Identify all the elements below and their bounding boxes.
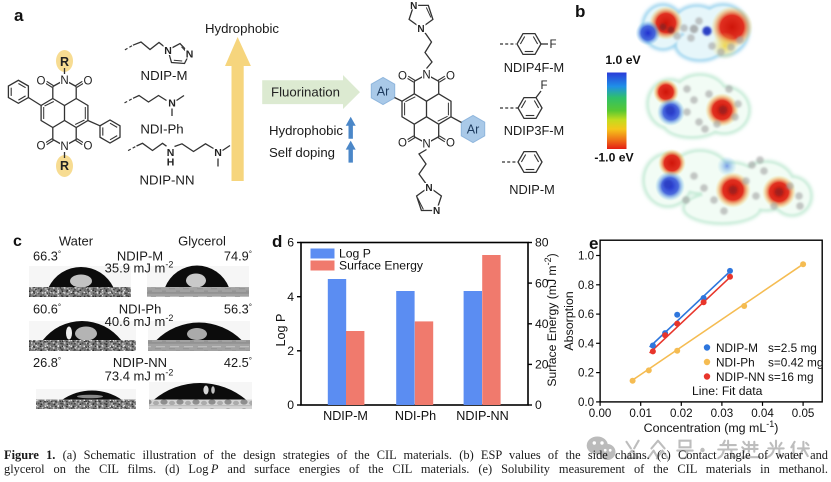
svg-text:N: N	[433, 206, 440, 217]
svg-text:NDIP-NN: NDIP-NN	[140, 173, 195, 188]
svg-text:N: N	[214, 147, 222, 159]
svg-text:NDIP-NN: NDIP-NN	[113, 355, 167, 370]
svg-text:NDIP-M: NDIP-M	[141, 68, 188, 83]
svg-text:Concentration (mg mL-1): Concentration (mg mL-1)	[644, 419, 779, 435]
svg-text:s=16 mg: s=16 mg	[768, 370, 814, 384]
svg-text:0: 0	[535, 398, 542, 412]
svg-text:80: 80	[535, 236, 549, 250]
svg-text:42.5°: 42.5°	[224, 355, 252, 370]
svg-text:c: c	[13, 233, 22, 250]
svg-text:NDIP3F-M: NDIP3F-M	[504, 123, 564, 138]
svg-text:73.4 mJ m-2: 73.4 mJ m-2	[105, 368, 174, 384]
svg-text:-1.0 eV: -1.0 eV	[594, 151, 634, 165]
svg-text:1.0 eV: 1.0 eV	[605, 53, 641, 67]
svg-text:N: N	[60, 75, 68, 87]
svg-text:NDI-Ph: NDI-Ph	[716, 355, 755, 369]
svg-text:R: R	[60, 55, 69, 69]
svg-text:N: N	[164, 45, 172, 57]
svg-text:O: O	[37, 76, 46, 88]
svg-text:26.8°: 26.8°	[33, 355, 61, 370]
svg-text:40.6 mJ m-2: 40.6 mJ m-2	[105, 313, 174, 329]
svg-text:Log P: Log P	[274, 314, 288, 347]
svg-text:F: F	[549, 39, 556, 51]
svg-text:0.2: 0.2	[578, 367, 594, 380]
svg-text:74.9°: 74.9°	[224, 249, 252, 264]
svg-text:Glycerol: Glycerol	[178, 234, 226, 249]
svg-text:0.01: 0.01	[629, 407, 652, 420]
svg-text:0.6: 0.6	[578, 308, 594, 321]
svg-text:O: O	[398, 71, 407, 83]
svg-text:Hydrophobic: Hydrophobic	[269, 123, 343, 138]
svg-text:NDIP-NN: NDIP-NN	[456, 409, 508, 423]
svg-text:0.03: 0.03	[711, 407, 734, 420]
svg-text:NDIP-M: NDIP-M	[509, 182, 555, 197]
svg-text:s=0.42 mg: s=0.42 mg	[768, 355, 823, 369]
svg-text:66.3°: 66.3°	[33, 249, 61, 264]
svg-text:N: N	[417, 24, 424, 35]
svg-text:NDIP-NN: NDIP-NN	[716, 370, 765, 384]
svg-text:Absorption: Absorption	[562, 291, 576, 350]
svg-text:N: N	[168, 98, 176, 110]
svg-text:N: N	[422, 139, 430, 151]
svg-text:Hydrophobic: Hydrophobic	[205, 21, 279, 36]
svg-text:O: O	[84, 141, 93, 153]
svg-text:N: N	[167, 147, 175, 159]
svg-text:O: O	[84, 76, 93, 88]
svg-text:0.00: 0.00	[589, 407, 612, 420]
svg-text:NDIP-M: NDIP-M	[323, 409, 368, 423]
svg-text:N: N	[422, 70, 430, 82]
svg-text:Fluorination: Fluorination	[271, 85, 340, 100]
svg-text:0.8: 0.8	[578, 279, 594, 292]
svg-text:0: 0	[287, 398, 294, 412]
svg-text:60.6°: 60.6°	[33, 302, 61, 317]
svg-text:0.04: 0.04	[751, 407, 774, 420]
svg-text:6: 6	[287, 236, 294, 250]
svg-text:60: 60	[535, 276, 549, 290]
svg-text:40: 40	[535, 317, 549, 331]
svg-text:O: O	[446, 138, 455, 150]
svg-text:NDIP-M: NDIP-M	[117, 249, 163, 264]
svg-text:Ar: Ar	[467, 123, 480, 137]
svg-text:0.4: 0.4	[578, 337, 595, 350]
svg-text:Surface Energy: Surface Energy	[339, 259, 424, 273]
svg-text:NDIP4F-M: NDIP4F-M	[504, 60, 564, 75]
svg-text:F: F	[540, 80, 547, 92]
svg-text:0.02: 0.02	[670, 407, 693, 420]
svg-text:R: R	[60, 159, 69, 173]
svg-text:4: 4	[287, 290, 294, 304]
svg-text:NDIP-M: NDIP-M	[716, 341, 758, 355]
svg-text:NDI-Ph: NDI-Ph	[119, 302, 162, 317]
svg-text:Water: Water	[59, 234, 94, 249]
svg-text:H: H	[167, 157, 175, 169]
svg-text:Self doping: Self doping	[269, 145, 335, 160]
svg-text:Surface Energy (mJ m-2): Surface Energy (mJ m-2)	[543, 253, 559, 386]
svg-text:N: N	[410, 1, 417, 12]
svg-text:O: O	[37, 141, 46, 153]
svg-text:e: e	[589, 234, 598, 253]
svg-text:0.05: 0.05	[792, 407, 815, 420]
svg-text:2: 2	[287, 344, 294, 358]
svg-text:NDI-Ph: NDI-Ph	[395, 409, 436, 423]
svg-text:35.9 mJ m-2: 35.9 mJ m-2	[105, 260, 174, 276]
svg-text:O: O	[398, 138, 407, 150]
svg-text:Ar: Ar	[377, 85, 390, 99]
svg-text:O: O	[446, 71, 455, 83]
svg-text:d: d	[272, 232, 282, 251]
svg-text:0.0: 0.0	[578, 396, 594, 409]
svg-text:N: N	[60, 141, 68, 153]
svg-text:56.3°: 56.3°	[224, 302, 252, 317]
svg-text:N: N	[186, 49, 194, 61]
svg-text:20: 20	[535, 358, 549, 372]
svg-text:1.0: 1.0	[578, 250, 594, 263]
svg-text:b: b	[575, 2, 585, 21]
svg-text:a: a	[14, 6, 24, 25]
svg-text:Log P: Log P	[339, 247, 371, 261]
svg-text:Line: Fit data: Line: Fit data	[692, 384, 763, 398]
svg-text:N: N	[425, 183, 432, 194]
svg-text:NDI-Ph: NDI-Ph	[140, 122, 183, 137]
svg-text:s=2.5 mg: s=2.5 mg	[768, 341, 817, 355]
